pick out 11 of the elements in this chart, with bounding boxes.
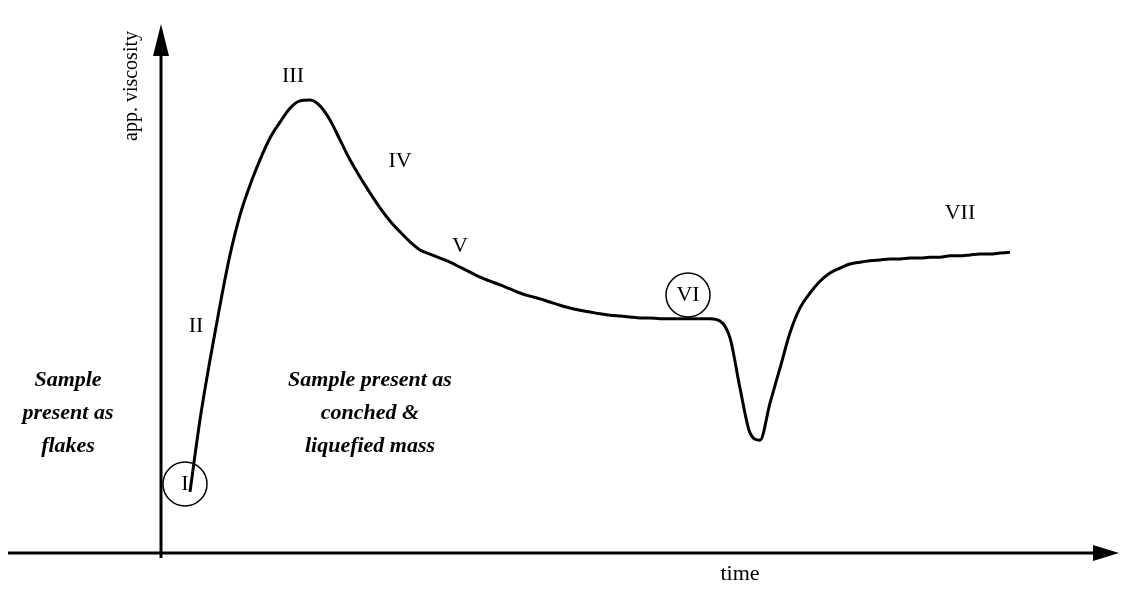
text: III [282, 61, 304, 87]
annotation: V [452, 231, 469, 257]
annotation: VII [944, 198, 976, 224]
x-axis-title: time [720, 559, 760, 585]
annotation: II [188, 311, 204, 337]
y-axis-title: app. viscosity [119, 31, 143, 141]
annotation: VI [676, 280, 700, 306]
annotation: Sample present as conched & liquefied mass [288, 365, 452, 457]
annotation: I [181, 469, 189, 495]
annotation: IV [388, 146, 412, 172]
text: Sample present as flakes [20, 365, 114, 457]
